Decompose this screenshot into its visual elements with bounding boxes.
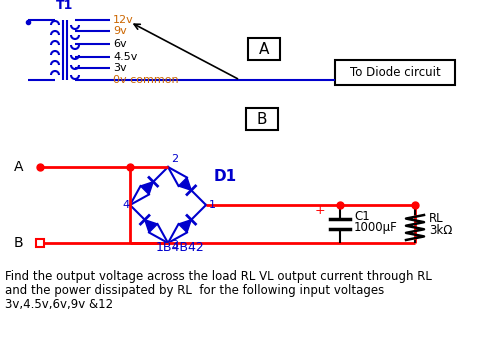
Text: 3v: 3v [113, 63, 127, 73]
Text: B: B [14, 236, 24, 250]
Text: RL: RL [429, 211, 444, 225]
Polygon shape [179, 220, 191, 233]
Bar [335, 60, 455, 85]
Text: To Diode circuit: To Diode circuit [350, 66, 440, 79]
Text: 9v: 9v [113, 26, 127, 36]
Text: 0v common: 0v common [113, 75, 179, 85]
Text: 1000μF: 1000μF [354, 221, 398, 235]
Bar [36, 239, 44, 247]
Text: 1: 1 [209, 200, 216, 210]
Text: and the power dissipated by RL  for the following input voltages: and the power dissipated by RL for the f… [5, 284, 384, 297]
Text: 3v,4.5v,6v,9v &12: 3v,4.5v,6v,9v &12 [5, 298, 113, 311]
Text: Find the output voltage across the load RL VL output current through RL: Find the output voltage across the load … [5, 270, 432, 283]
Text: 2: 2 [171, 154, 178, 164]
Polygon shape [179, 178, 191, 190]
Text: 6v: 6v [113, 39, 127, 49]
Text: A: A [259, 41, 269, 57]
Text: B: B [257, 111, 267, 127]
Text: 3: 3 [171, 240, 178, 250]
Text: D1: D1 [214, 169, 237, 184]
Text: C1: C1 [354, 209, 370, 223]
Text: 3kΩ: 3kΩ [429, 224, 452, 237]
Polygon shape [145, 220, 157, 233]
Bar [246, 108, 278, 130]
Bar [248, 38, 280, 60]
Text: 4.5v: 4.5v [113, 52, 137, 62]
Text: 12v: 12v [113, 15, 134, 25]
Polygon shape [141, 182, 153, 195]
Text: 4: 4 [122, 200, 129, 210]
Text: T1: T1 [56, 0, 74, 12]
Text: +: + [315, 204, 325, 217]
Text: A: A [14, 160, 23, 174]
Text: 1B4B42: 1B4B42 [156, 241, 205, 254]
